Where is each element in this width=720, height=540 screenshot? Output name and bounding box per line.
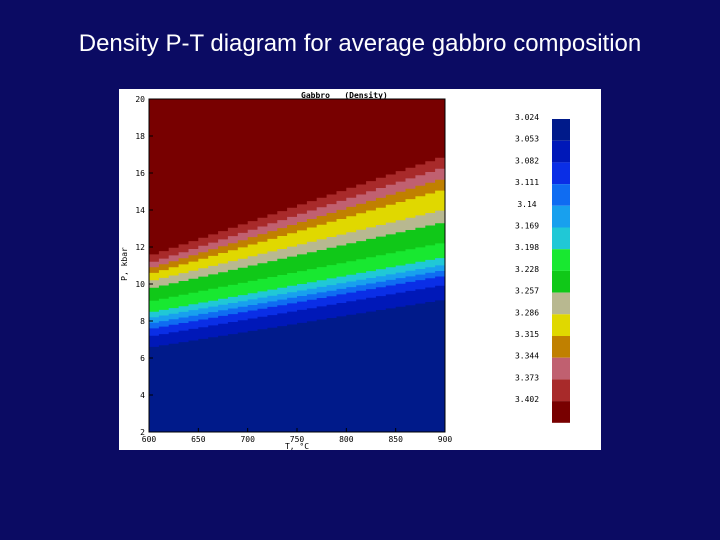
y-tick-label-2: 2	[140, 428, 145, 437]
colorbar-label-3.169: 3.169	[515, 222, 539, 231]
x-tick-label-750: 750	[290, 435, 305, 444]
x-tick-label-800: 800	[339, 435, 354, 444]
colorbar-swatch-3.228	[552, 270, 570, 293]
y-tick-label-6: 6	[140, 354, 145, 363]
colorbar-label-3.373: 3.373	[515, 373, 539, 382]
x-tick-label-600: 600	[142, 435, 157, 444]
colorbar-swatch-3.111	[552, 184, 570, 206]
colorbar-swatch-3.286	[552, 314, 570, 336]
colorbar-label-3.344: 3.344	[515, 352, 539, 361]
colorbar-swatch-3.082	[552, 162, 570, 185]
y-tick-labels: 2 4 6 8 10 12 14 16 18 20	[135, 95, 145, 437]
density-bands	[149, 99, 445, 432]
colorbar-swatch-3.257	[552, 292, 570, 315]
density-figure: Gabbro (Density) 600 650 700 750 800 850 900 2…	[119, 89, 601, 450]
colorbar-label-3.257: 3.257	[515, 287, 539, 296]
y-tick-label-12: 12	[135, 243, 145, 252]
colorbar	[552, 119, 570, 423]
x-tick-label-650: 650	[191, 435, 206, 444]
colorbar-swatch-3.024	[552, 119, 570, 141]
y-tick-label-18: 18	[135, 132, 145, 141]
density-band-3.402	[149, 99, 445, 255]
colorbar-label-3.14: 3.14	[517, 200, 536, 209]
colorbar-swatch-3.402	[552, 401, 570, 423]
colorbar-label-3.286: 3.286	[515, 308, 539, 317]
colorbar-label-3.053: 3.053	[515, 135, 539, 144]
x-tick-label-900: 900	[438, 435, 453, 444]
y-axis-label: P, kbar	[120, 247, 129, 281]
colorbar-label-3.402: 3.402	[515, 395, 539, 404]
colorbar-label-3.315: 3.315	[515, 330, 539, 339]
colorbar-labels: 3.024 3.053 3.082 3.111 3.14 3.169 3.198 3.228 3…	[515, 113, 539, 404]
colorbar-label-3.198: 3.198	[515, 243, 539, 252]
y-tick-label-14: 14	[135, 206, 145, 215]
y-tick-label-20: 20	[135, 95, 145, 104]
colorbar-label-3.111: 3.111	[515, 178, 539, 187]
colorbar-label-3.082: 3.082	[515, 156, 539, 165]
x-tick-label-700: 700	[240, 435, 255, 444]
y-tick-label-10: 10	[135, 280, 145, 289]
density-heatmap-chart: Gabbro (Density) 600 650 700 750 800 850 900 2…	[120, 90, 570, 450]
colorbar-swatch-3.344	[552, 357, 570, 380]
colorbar-label-3.024: 3.024	[515, 113, 539, 122]
x-tick-label-850: 850	[388, 435, 403, 444]
colorbar-label-3.228: 3.228	[515, 265, 539, 274]
y-tick-label-4: 4	[140, 391, 145, 400]
colorbar-swatch-3.14	[552, 205, 570, 228]
axes	[148, 98, 446, 433]
colorbar-swatch-3.315	[552, 336, 570, 358]
colorbar-swatch-3.053	[552, 140, 570, 163]
colorbar-swatch-3.169	[552, 227, 570, 250]
x-tick-labels: 600 650 700 750 800 850 900	[142, 435, 453, 444]
slide-title: Density P-T diagram for average gabbro c…	[78, 30, 642, 57]
y-tick-label-16: 16	[135, 169, 145, 178]
colorbar-swatch-3.373	[552, 379, 570, 402]
chart-title: Gabbro (Density)	[301, 90, 388, 100]
y-tick-label-8: 8	[140, 317, 145, 326]
x-axis-label: T, °C	[285, 442, 309, 450]
colorbar-swatch-3.198	[552, 249, 570, 271]
